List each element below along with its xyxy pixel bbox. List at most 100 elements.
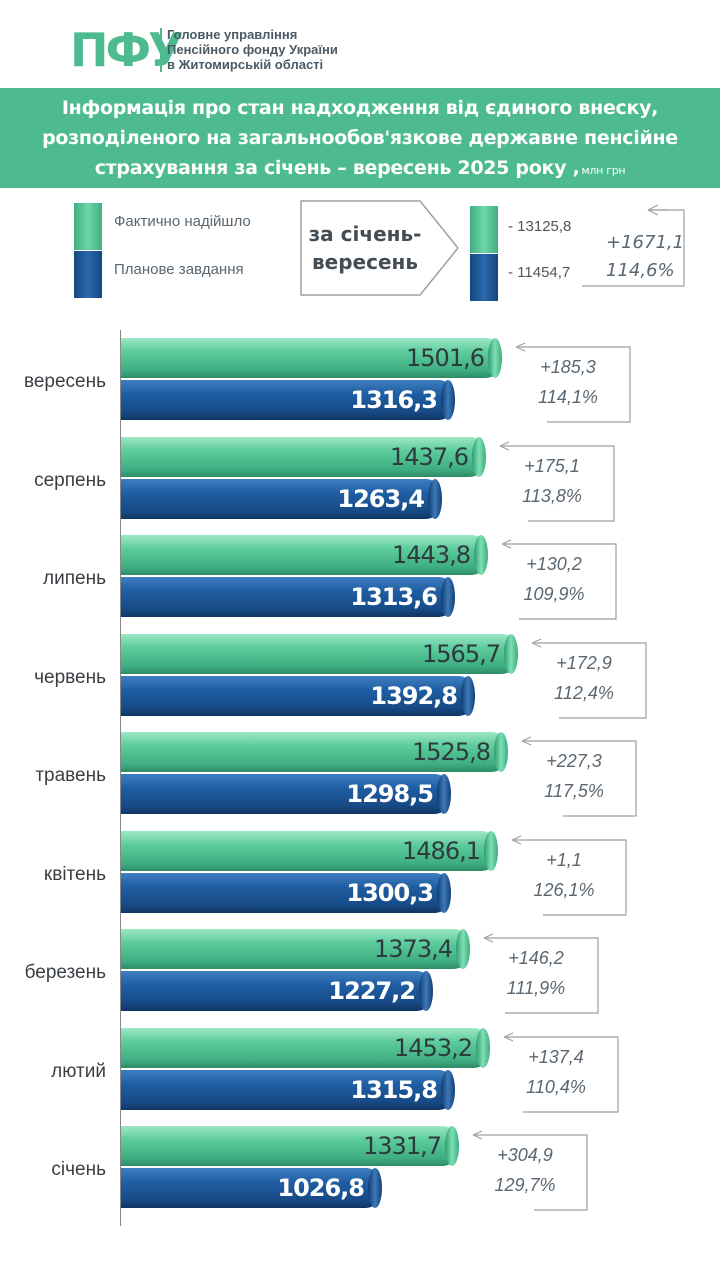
actual-value-label: 1443,8 [392, 541, 471, 569]
plan-bar-cap [368, 1168, 382, 1208]
delta-frame: +185,3 114,1% [504, 342, 639, 428]
actual-bar: 1331,7 [121, 1126, 459, 1166]
percent-value: 110,4% [526, 1076, 586, 1097]
totals-actual-swatch [470, 206, 498, 253]
delta-frame-arrow [511, 834, 627, 916]
actual-bar-cap [474, 535, 488, 575]
actual-bar: 1443,8 [121, 535, 488, 575]
plan-bar-cap [461, 675, 475, 716]
title-unit: млн грн [581, 164, 626, 177]
month-label: червень [34, 666, 106, 688]
plan-bar: 1392,8 [121, 675, 475, 716]
actual-value-label: 1373,4 [374, 935, 453, 963]
actual-bar-cap [472, 436, 486, 477]
plan-value-label: 1300,3 [346, 878, 434, 907]
actual-value-label: 1501,6 [406, 344, 485, 372]
delta-value: +304,9 [497, 1145, 553, 1165]
actual-bar: 1486,1 [121, 830, 498, 871]
month-label: лютий [51, 1060, 106, 1082]
delta-frame: +172,9 112,4% [520, 637, 655, 724]
plan-bar-cap [437, 872, 451, 913]
actual-bar: 1437,6 [121, 436, 486, 477]
logo-line-1: Головне управління [167, 27, 298, 42]
actual-bar: 1373,4 [121, 929, 470, 969]
actual-bar-cap [456, 929, 470, 969]
legend-plan-swatch [74, 251, 102, 298]
plan-bar: 1263,4 [121, 478, 442, 519]
delta-frame-arrow [501, 539, 617, 620]
legend-plan-label: Планове завдання [114, 261, 244, 278]
plan-bar-cap [428, 478, 442, 519]
percent-value: 126,1% [533, 879, 595, 900]
delta-text: +175,1 113,8% [492, 451, 612, 511]
plan-bar-cap [441, 577, 455, 617]
plan-bar: 1316,3 [121, 380, 455, 420]
delta-frame-arrow [515, 342, 631, 423]
delta-value: +227,3 [546, 751, 602, 771]
month-label: січень [51, 1159, 106, 1180]
actual-bar-cap [484, 830, 498, 871]
logo-divider [160, 28, 162, 72]
plan-value-label: 1263,4 [337, 484, 425, 513]
legend-actual-label: Фактично надійшло [114, 213, 251, 230]
delta-value: +1,1 [546, 849, 582, 870]
month-label: серпень [34, 469, 106, 491]
plan-bar: 1026,8 [121, 1168, 382, 1208]
actual-value-label: 1565,7 [422, 639, 501, 668]
actual-bar: 1453,2 [121, 1027, 490, 1068]
actual-bar-cap [494, 732, 508, 772]
delta-text: +137,4 110,4% [496, 1042, 616, 1102]
totals-delta-frame [582, 204, 685, 287]
delta-frame-arrow [503, 1031, 619, 1113]
plan-bar-cap [441, 1069, 455, 1110]
delta-text: +146,2 111,9% [476, 943, 596, 1003]
delta-text: +1,1 126,1% [504, 845, 624, 905]
plan-value-label: 1392,8 [370, 681, 458, 710]
period-arrow-shape [300, 200, 459, 296]
plan-bar-cap [419, 971, 433, 1011]
title-line-2: розподіленого на загальнообов'язкове дер… [42, 127, 678, 149]
delta-frame: +175,1 113,8% [488, 440, 623, 527]
logo-mark: ПФУ [70, 23, 184, 77]
title-line-1: Інформація про стан надходження від єдин… [61, 97, 659, 119]
delta-frame: +227,3 117,5% [510, 736, 645, 822]
actual-bar-cap [445, 1126, 459, 1166]
period-line-2: вересень [312, 250, 418, 274]
percent-value: 112,4% [554, 682, 614, 703]
actual-bar-cap [476, 1027, 490, 1068]
actual-bar-cap [504, 633, 518, 674]
percent-value: 129,7% [494, 1175, 556, 1195]
delta-frame: +304,9 129,7% [461, 1130, 596, 1216]
totals-percent: 114,6% [606, 260, 675, 281]
totals-plan-swatch [470, 254, 498, 301]
delta-frame-arrow [483, 933, 599, 1014]
plan-bar-cap [437, 774, 451, 814]
plan-bar: 1315,8 [121, 1069, 455, 1110]
delta-text: +185,3 114,1% [508, 352, 628, 412]
plan-value-label: 1026,8 [277, 1174, 365, 1202]
delta-text: +227,3 117,5% [514, 746, 634, 806]
plan-bar-cap [441, 380, 455, 420]
actual-bar-cap [488, 338, 502, 378]
period-line-1: за січень- [308, 222, 422, 246]
delta-value: +172,9 [556, 652, 612, 673]
delta-text: +304,9 129,7% [465, 1140, 585, 1200]
plan-bar: 1300,3 [121, 872, 451, 913]
logo-line-3: в Житомирській області [167, 57, 324, 72]
period-label: за січень- вересень [306, 220, 424, 276]
percent-value: 113,8% [522, 485, 582, 506]
actual-value-label: 1525,8 [412, 738, 491, 766]
delta-frame-arrow [531, 637, 647, 719]
month-label: липень [43, 568, 106, 589]
delta-value: +137,4 [528, 1046, 584, 1067]
plan-value-label: 1227,2 [328, 977, 416, 1005]
totals-actual-value: - 13125,8 [508, 218, 572, 235]
delta-value: +130,2 [526, 554, 582, 574]
title-line-3: страхування за січень – вересень 2025 ро… [94, 157, 580, 179]
plan-value-label: 1313,6 [350, 583, 438, 611]
plan-bar: 1227,2 [121, 971, 433, 1011]
percent-value: 117,5% [544, 781, 604, 801]
delta-text: +130,2 109,9% [494, 549, 614, 609]
percent-value: 111,9% [506, 978, 566, 998]
delta-value: +175,1 [524, 455, 580, 476]
